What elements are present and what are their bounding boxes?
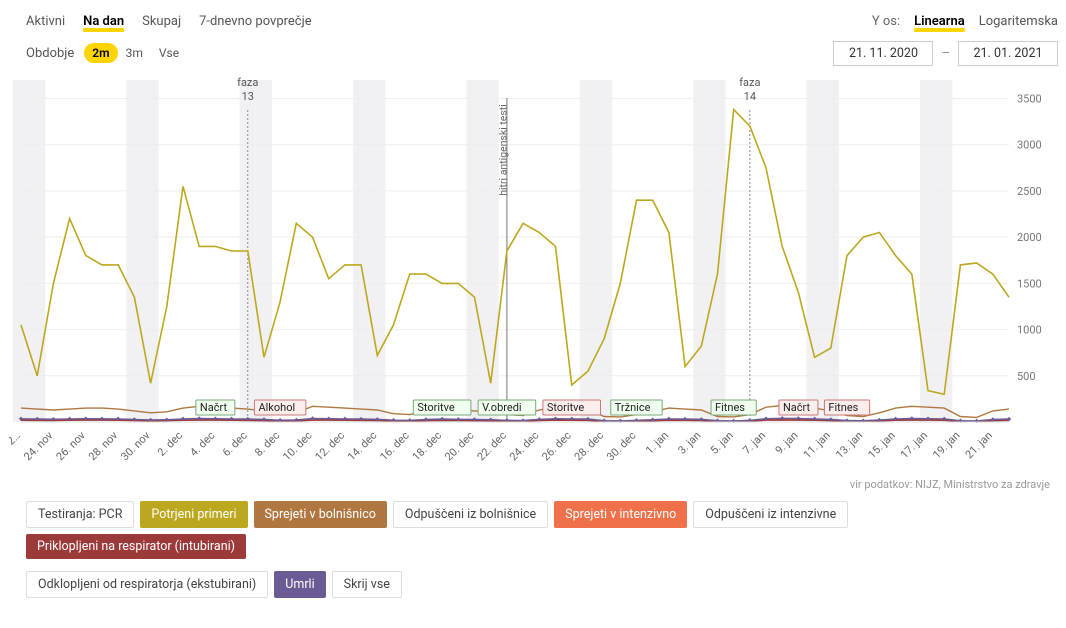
range-btn-3m[interactable]: 3m [118,43,151,63]
svg-text:8. dec: 8. dec [252,429,282,459]
svg-text:19. jan: 19. jan [930,429,962,461]
top-toolbar: Aktivni Na dan Skupaj 7-dnevno povprečje Y … [8,8,1058,41]
svg-text:1500: 1500 [1017,277,1042,290]
date-dash: – [941,46,950,61]
legend-chip-potrjeni-primeri[interactable]: Potrjeni primeri [140,501,247,528]
svg-text:28. nov: 28. nov [86,428,121,463]
svg-text:1000: 1000 [1017,324,1042,337]
svg-text:2000: 2000 [1017,231,1042,244]
svg-text:2…: 2… [9,429,23,448]
legend-row-1: Testiranja: PCRPotrjeni primeri Sprejeti … [8,495,1058,565]
range-label: Obdobje [26,46,74,61]
svg-text:16. dec: 16. dec [377,429,412,464]
svg-text:14. dec: 14. dec [345,429,380,464]
svg-text:22. dec: 22. dec [475,429,510,464]
svg-text:3. jan: 3. jan [675,429,703,457]
svg-text:24. dec: 24. dec [507,429,542,464]
legend-chip-testiranja-pcr[interactable]: Testiranja: PCR [26,501,134,528]
svg-text:17. jan: 17. jan [898,429,930,461]
tab-group-left: Aktivni Na dan Skupaj 7-dnevno povprečje [26,12,312,31]
yaxis-opt-linearna[interactable]: Linearna [914,14,965,29]
svg-text:hitri antigenski testi: hitri antigenski testi [496,104,509,196]
svg-text:30. nov: 30. nov [118,428,153,463]
legend-chip-odpu-eni-iz-intenzivne[interactable]: Odpuščeni iz intenzivne [693,501,848,528]
svg-text:2500: 2500 [1017,185,1042,198]
legend-chip-sprejeti-v-intenzivno[interactable]: Sprejeti v intenzivno [554,501,687,528]
legend-chip-priklopljeni-na-respirator-intubirani-[interactable]: Priklopljeni na respirator (intubirani) [26,534,246,559]
range-row: Obdobje 2m3mVse – [8,41,1058,72]
legend-chip-sprejeti-v-bolni-nico[interactable]: Sprejeti v bolnišnico [254,501,387,528]
svg-text:9. jan: 9. jan [773,429,801,457]
range-btn-2m[interactable]: 2m [84,43,117,63]
svg-text:7. jan: 7. jan [740,429,768,457]
svg-text:Tržnice: Tržnice [615,401,651,414]
svg-text:faza: faza [739,76,760,89]
svg-text:3500: 3500 [1017,92,1042,105]
date-from-input[interactable] [833,41,933,66]
legend-chip-odpu-eni-iz-bolni-nice[interactable]: Odpuščeni iz bolnišnice [393,501,548,528]
date-to-input[interactable] [958,41,1058,66]
legend-chip-skrij-vse[interactable]: Skrij vse [332,571,402,598]
range-group: Obdobje 2m3mVse [26,46,187,61]
svg-text:13: 13 [242,90,254,103]
legend-chip-odklopljeni-od-respiratorja-ekstubirani-[interactable]: Odklopljeni od respiratorja (ekstubirani… [26,571,268,598]
legend-chip-umrli[interactable]: Umrli [274,571,325,598]
svg-text:6. dec: 6. dec [220,429,250,459]
svg-text:Alkohol: Alkohol [258,401,295,414]
svg-text:10. dec: 10. dec [280,429,315,464]
svg-text:1. jan: 1. jan [643,429,671,457]
svg-text:18. dec: 18. dec [410,429,445,464]
legend-row-2: Odklopljeni od respiratorja (ekstubirani… [8,565,1058,604]
svg-text:13. jan: 13. jan [833,429,865,461]
svg-text:26. dec: 26. dec [539,429,574,464]
svg-text:3000: 3000 [1017,139,1042,152]
svg-text:Storitve: Storitve [417,401,455,414]
range-btn-vse[interactable]: Vse [151,43,187,63]
svg-text:24. nov: 24. nov [21,428,56,463]
tab-na-dan[interactable]: Na dan [83,12,124,31]
svg-text:14: 14 [744,90,756,103]
svg-text:5. jan: 5. jan [708,429,736,457]
svg-text:21. jan: 21. jan [963,429,995,461]
yaxis-opt-logaritemska[interactable]: Logaritemska [979,14,1058,29]
yaxis-label: Y os: [872,14,900,29]
svg-text:Načrt: Načrt [783,401,811,414]
svg-text:12. dec: 12. dec [313,429,348,464]
svg-text:Načrt: Načrt [200,401,228,414]
svg-text:V.obredi: V.obredi [482,401,521,414]
tab-skupaj[interactable]: Skupaj [142,12,181,31]
svg-text:2. dec: 2. dec [155,429,185,459]
date-inputs: – [833,41,1058,66]
chart-svg: 500100015002000250030003500faza13faza14h… [9,72,1057,472]
svg-text:11. jan: 11. jan [801,429,833,461]
svg-text:500: 500 [1017,370,1036,383]
svg-text:20. dec: 20. dec [442,429,477,464]
svg-text:Fitnes: Fitnes [715,401,745,414]
svg-text:15. jan: 15. jan [865,429,897,461]
svg-text:Fitnes: Fitnes [828,401,858,414]
svg-text:30. dec: 30. dec [604,429,639,464]
tab-7-dnevno-povprečje[interactable]: 7-dnevno povprečje [199,12,312,31]
chart-area[interactable]: 500100015002000250030003500faza13faza14h… [9,72,1057,472]
svg-text:4. dec: 4. dec [187,429,217,459]
yaxis-group: Y os: Linearna Logaritemska [872,14,1058,29]
svg-text:28. dec: 28. dec [572,429,607,464]
svg-text:faza: faza [237,76,258,89]
data-source: vir podatkov: NIJZ, Ministrstvo za zdrav… [8,472,1058,495]
svg-text:26. nov: 26. nov [54,428,89,463]
svg-text:Storitve: Storitve [547,401,585,414]
tab-aktivni[interactable]: Aktivni [26,12,65,31]
